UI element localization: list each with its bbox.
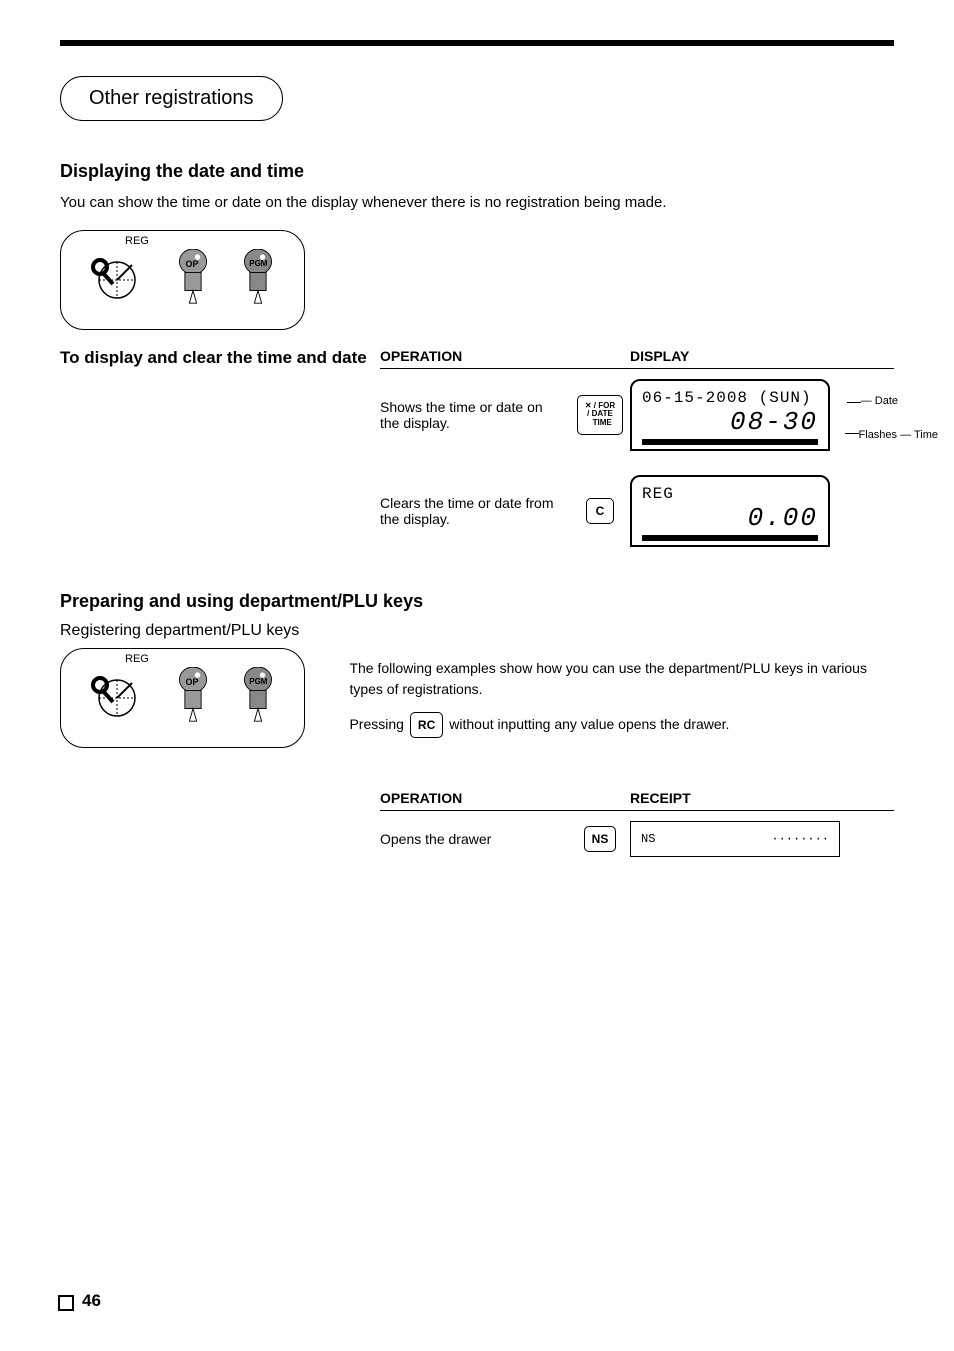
prep-intro: The following examples show how you can … [349,658,869,700]
section-pill: Other registrations [60,76,283,121]
mode-dial-icon-2 [87,670,147,726]
footer-square-icon [58,1295,74,1311]
page-number: 46 [82,1291,101,1311]
key-op-icon [173,249,213,305]
key-pgm-icon-2 [238,667,278,723]
rc-key[interactable]: RC [410,712,443,738]
dt-rule [380,368,894,369]
displaying-intro: You can show the time or date on the dis… [60,192,894,214]
lcd-display-2: REG 0.00 [630,475,830,547]
dt-row2-text: Clears the time or date from the display… [380,495,570,527]
mode-dial-label: REG [125,235,149,247]
receipt-box: NS ········ [630,821,840,857]
dt-row1-text: Shows the time or date on the display. [380,399,570,431]
mode-switch-box-1: REG OP PGM [60,230,305,330]
prep-begin: Registering department/PLU keys [60,622,894,640]
key-pgm-label-2: PGM [249,677,267,686]
key-op-label-2: OP [186,677,199,687]
dt-header-op: OPERATION [380,348,570,364]
receipt-ns: NS [641,832,655,846]
x-date-time-key[interactable]: ✕ / FOR / DATE TIME [577,395,623,435]
ns-header-rec: RECEIPT [630,790,894,806]
ns-rule [380,810,894,811]
lcd1-date-note: — Date [861,395,898,407]
header-rule [60,40,894,46]
lcd-display-1: 06-15-2008 (SUN) 08-30 — Date Flashes — … [630,379,830,451]
dt-header-disp: DISPLAY [630,348,894,364]
key-op-icon-2 [173,667,213,723]
key-op-label: OP [186,259,199,269]
prep-explain-pre: Pressing [349,714,403,735]
lcd1-bottom: 08-30 [642,407,818,437]
key-pgm-icon [238,249,278,305]
key-pgm-label: PGM [249,259,267,268]
prep-title: Preparing and using department/PLU keys [60,591,894,612]
dt-subhead: To display and clear the time and date [60,348,380,368]
c-key[interactable]: C [586,498,614,524]
displaying-title: Displaying the date and time [60,161,894,182]
page-root: Other registrations Displaying the date … [0,0,954,901]
lcd1-top: 06-15-2008 (SUN) [642,389,818,407]
receipt-dots: ········ [771,832,829,846]
ns-key[interactable]: NS [584,826,617,852]
ns-header-op: OPERATION [380,790,570,806]
mode-dial-icon [87,252,147,308]
prep-explain-post: without inputting any value opens the dr… [449,714,729,735]
mode-switch-box-2: REG OP PGM [60,648,305,748]
ns-row1-text: Opens the drawer [380,831,570,847]
lcd2-top: REG [642,485,818,503]
lcd1-time-note: Flashes — Time [859,429,938,441]
mode-dial-label-2: REG [125,653,149,665]
lcd2-bottom: 0.00 [642,503,818,533]
ns-columns: OPERATION RECEIPT Opens the drawer NS NS… [60,790,894,861]
datetime-columns: To display and clear the time and date O… [60,348,894,551]
